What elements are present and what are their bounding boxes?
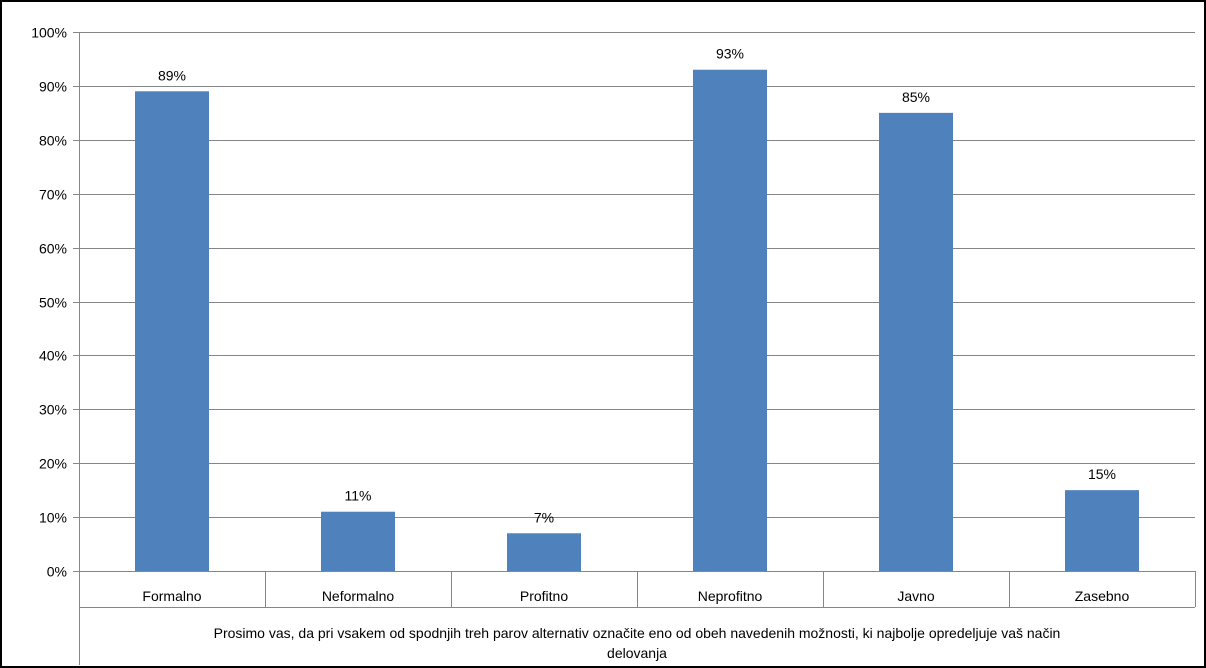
data-label-neprofitno: 93% xyxy=(716,46,744,62)
y-tick-label-60: 60% xyxy=(39,241,67,257)
y-tick-label-20: 20% xyxy=(39,456,67,472)
category-label-formalno: Formalno xyxy=(142,588,201,604)
bar-profitno xyxy=(507,533,581,571)
y-tick-label-40: 40% xyxy=(39,348,67,364)
data-label-javno: 85% xyxy=(902,89,930,105)
data-label-formalno: 89% xyxy=(158,67,186,83)
bar-neformalno xyxy=(321,512,395,571)
y-tick-label-90: 90% xyxy=(39,79,67,95)
x-axis-title-line-1: Prosimo vas, da pri vsakem od spodnjih t… xyxy=(214,625,1061,641)
category-label-zasebno: Zasebno xyxy=(1075,588,1130,604)
y-tick-label-100: 100% xyxy=(31,25,67,41)
data-label-neformalno: 11% xyxy=(345,488,372,504)
bar-zasebno xyxy=(1065,490,1139,571)
bar-formalno xyxy=(135,91,209,571)
data-label-profitno: 7% xyxy=(534,509,554,525)
bar-javno xyxy=(879,113,953,571)
y-tick-label-0: 0% xyxy=(47,564,67,580)
data-label-zasebno: 15% xyxy=(1088,466,1116,482)
category-label-javno: Javno xyxy=(897,588,935,604)
y-tick-label-10: 10% xyxy=(39,510,67,526)
category-label-profitno: Profitno xyxy=(520,588,568,604)
y-tick-label-70: 70% xyxy=(39,187,67,203)
y-tick-label-30: 30% xyxy=(39,402,67,418)
y-tick-label-50: 50% xyxy=(39,295,67,311)
y-tick-label-80: 80% xyxy=(39,133,67,149)
category-label-neformalno: Neformalno xyxy=(322,588,395,604)
x-axis-title-line-2: delovanja xyxy=(607,645,667,661)
category-label-neprofitno: Neprofitno xyxy=(698,588,763,604)
bar-neprofitno xyxy=(693,70,767,571)
